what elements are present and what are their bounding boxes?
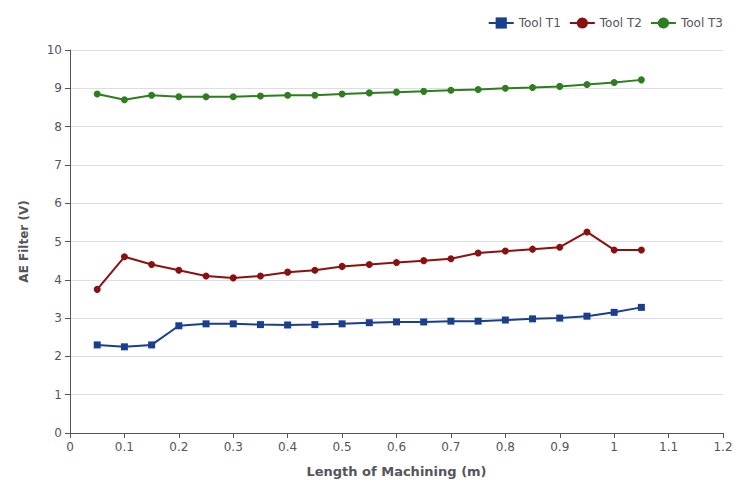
svg-text:0.1: 0.1 — [115, 440, 134, 454]
svg-text:10: 10 — [47, 43, 62, 57]
svg-text:AE Filter (V): AE Filter (V) — [17, 200, 31, 282]
svg-text:4: 4 — [54, 273, 62, 287]
svg-text:0.5: 0.5 — [333, 440, 352, 454]
svg-text:1.2: 1.2 — [713, 440, 732, 454]
svg-text:0.9: 0.9 — [550, 440, 569, 454]
svg-text:1.1: 1.1 — [659, 440, 678, 454]
svg-text:6: 6 — [54, 196, 62, 210]
svg-text:Tool T2: Tool T2 — [599, 16, 642, 30]
svg-text:0.2: 0.2 — [169, 440, 188, 454]
svg-text:0: 0 — [54, 426, 62, 440]
svg-text:7: 7 — [54, 158, 62, 172]
svg-text:Tool T1: Tool T1 — [518, 16, 561, 30]
svg-text:0.6: 0.6 — [387, 440, 406, 454]
svg-text:0.4: 0.4 — [278, 440, 297, 454]
svg-text:5: 5 — [54, 235, 62, 249]
svg-text:3: 3 — [54, 311, 62, 325]
svg-text:1: 1 — [610, 440, 618, 454]
svg-text:Tool T3: Tool T3 — [680, 16, 723, 30]
svg-text:8: 8 — [54, 120, 62, 134]
svg-text:Length of Machining (m): Length of Machining (m) — [306, 464, 486, 479]
svg-text:0.8: 0.8 — [496, 440, 515, 454]
svg-text:0: 0 — [66, 440, 74, 454]
svg-text:1: 1 — [54, 388, 62, 402]
svg-text:2: 2 — [54, 349, 62, 363]
svg-text:0.7: 0.7 — [441, 440, 460, 454]
svg-text:0.3: 0.3 — [224, 440, 243, 454]
svg-text:9: 9 — [54, 81, 62, 95]
